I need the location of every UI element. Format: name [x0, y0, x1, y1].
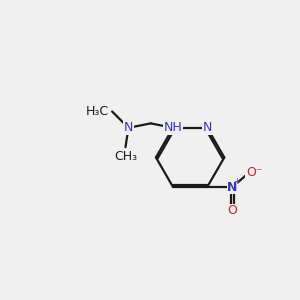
Text: +: + [233, 177, 240, 186]
Text: H₃C: H₃C [86, 105, 109, 118]
Text: N: N [202, 121, 212, 134]
Text: N: N [124, 121, 133, 134]
Text: O: O [227, 204, 237, 217]
Text: CH₃: CH₃ [114, 150, 137, 163]
Text: N: N [227, 181, 238, 194]
Text: O⁻: O⁻ [246, 166, 262, 179]
Text: NH: NH [164, 121, 182, 134]
